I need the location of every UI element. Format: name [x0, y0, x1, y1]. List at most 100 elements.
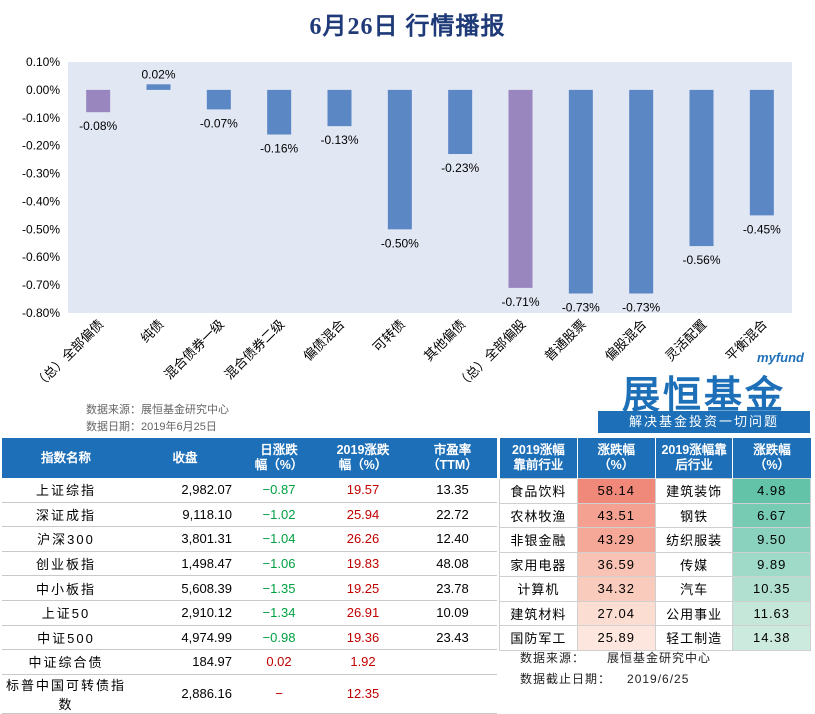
industry-bottom-cell: 轻工制造 — [654, 625, 734, 651]
index-name-cell: 深证成指 — [2, 502, 130, 528]
index-table-row: 上证综指 2,982.07 −0.87 19.57 13.35 — [2, 478, 497, 503]
industry-bottom-val-cell: 4.98 — [732, 478, 811, 504]
index-ytd-cell: 25.94 — [318, 502, 408, 528]
industry-table-header: 涨跌幅 （%） — [576, 438, 656, 479]
x-tick-label: 混合债券二级 — [222, 317, 288, 383]
index-table-row: 上证50 2,910.12 −1.34 26.91 10.09 — [2, 600, 497, 626]
index-pe-cell: 23.78 — [408, 575, 497, 601]
data-label: -0.45% — [743, 222, 781, 236]
industry-table-row: 国防军工 25.89 轻工制造 14.38 — [499, 625, 811, 651]
industry-top-val-cell: 43.51 — [576, 502, 656, 528]
data-label: -0.50% — [381, 236, 419, 250]
chart-date: 数据日期：2019年6月25日 — [86, 421, 217, 433]
index-pe-cell: 23.43 — [408, 625, 497, 651]
index-close-cell: 5,608.39 — [130, 575, 240, 601]
index-ytd-cell: 19.25 — [318, 575, 408, 601]
index-name-cell: 创业板指 — [2, 551, 130, 577]
index-pe-cell — [408, 674, 497, 714]
y-tick-label: -0.60% — [22, 250, 60, 264]
industry-bottom-val-cell: 11.63 — [732, 600, 811, 626]
index-pe-cell: 13.35 — [408, 478, 497, 503]
industry-table-row: 农林牧渔 43.51 钢铁 6.67 — [499, 502, 811, 528]
data-label: -0.16% — [260, 142, 298, 156]
index-table-header: 收盘 — [130, 438, 240, 478]
index-ytd-cell: 26.26 — [318, 526, 408, 552]
index-day-cell: −1.34 — [240, 600, 318, 626]
logo-slogan: 解决基金投资一切问题 — [598, 411, 810, 433]
index-name-cell: 标普中国可转债指数 — [2, 674, 130, 714]
index-table-header: 日涨跌 幅（%） — [240, 438, 318, 478]
industry-top-cell: 农林牧渔 — [499, 502, 578, 528]
index-pe-cell: 12.40 — [408, 526, 497, 552]
data-label: -0.13% — [320, 133, 358, 147]
index-name-cell: 上证综指 — [2, 478, 130, 503]
bar — [568, 89, 593, 294]
plot-area — [68, 62, 792, 313]
bar — [387, 89, 412, 230]
x-tick-label: 偏债混合 — [300, 317, 347, 364]
index-close-cell: 3,801.31 — [130, 526, 240, 552]
y-tick-label: -0.10% — [22, 111, 60, 125]
index-close-cell: 2,982.07 — [130, 478, 240, 503]
industry-top-val-cell: 43.29 — [576, 527, 656, 553]
industry-top-val-cell: 27.04 — [576, 600, 656, 626]
table-date-value: 2019/6/25 — [627, 672, 690, 686]
index-table-header: 指数名称 — [2, 438, 130, 478]
index-table-row: 中小板指 5,608.39 −1.35 19.25 23.78 — [2, 575, 497, 601]
index-day-cell: −1.06 — [240, 551, 318, 577]
index-pe-cell — [408, 649, 497, 675]
index-table-row: 中证500 4,974.99 −0.98 19.36 23.43 — [2, 625, 497, 651]
industry-top-val-cell: 36.59 — [576, 551, 656, 577]
industry-top-cell: 非银金融 — [499, 527, 578, 553]
index-pe-cell: 22.72 — [408, 502, 497, 528]
index-ytd-cell: 19.36 — [318, 625, 408, 651]
index-table-row: 创业板指 1,498.47 −1.06 19.83 48.08 — [2, 551, 497, 577]
data-label: -0.73% — [562, 300, 600, 314]
industry-table-header: 2019涨幅靠 后行业 — [654, 438, 733, 479]
bar — [629, 89, 654, 294]
industry-table-row: 建筑材料 27.04 公用事业 11.63 — [499, 600, 811, 626]
index-close-cell: 1,498.47 — [130, 551, 240, 577]
industry-top-cell: 食品饮料 — [499, 478, 578, 504]
industry-top-val-cell: 58.14 — [576, 478, 656, 504]
y-tick-label: -0.50% — [22, 222, 60, 236]
index-day-cell: −1.04 — [240, 526, 318, 552]
industry-top-cell: 家用电器 — [499, 551, 578, 577]
index-name-cell: 上证50 — [2, 600, 130, 626]
data-label: -0.73% — [622, 300, 660, 314]
brand-logo: myfund 展恒基金 解决基金投资一切问题 — [598, 350, 810, 434]
industry-bottom-cell: 公用事业 — [654, 600, 734, 626]
index-day-cell: −0.87 — [240, 478, 318, 503]
x-tick-label: 普通股票 — [542, 317, 589, 364]
table-source-value: 展恒基金研究中心 — [607, 651, 712, 665]
bar-chart: 0.10% 0.00% -0.10% -0.20% -0.30% -0.40% -0.50%… — [22, 55, 792, 391]
industry-bottom-cell: 传媒 — [654, 551, 734, 577]
y-tick-label: -0.40% — [22, 194, 60, 208]
index-name-cell: 中小板指 — [2, 575, 130, 601]
industry-table-header: 涨跌幅 （%） — [732, 438, 811, 479]
industry-bottom-cell: 建筑装饰 — [654, 478, 734, 504]
bar — [267, 89, 292, 135]
industry-top-val-cell: 25.89 — [576, 625, 656, 651]
bar — [206, 89, 231, 110]
index-close-cell: 2,886.16 — [130, 674, 240, 714]
industry-table-header: 2019涨幅 靠前行业 — [499, 438, 578, 479]
bar — [508, 89, 533, 288]
index-ytd-cell: 19.57 — [318, 478, 408, 503]
index-day-cell: −1.02 — [240, 502, 318, 528]
bar — [146, 84, 171, 90]
index-close-cell: 9,118.10 — [130, 502, 240, 528]
index-table-header: 市盈率 （TTM） — [408, 438, 497, 478]
index-day-cell: 0.02 — [240, 649, 318, 675]
page: 6月26日 行情播报 0.10% 0.00% -0.10% -0.20% -0.30% -… — [2, 14, 811, 714]
table-date-note: 数据截止日期： 2019/6/25 — [520, 670, 689, 687]
industry-bottom-cell: 纺织服装 — [654, 527, 734, 553]
index-close-cell: 4,974.99 — [130, 625, 240, 651]
x-tick-label: 纯债 — [138, 317, 167, 346]
index-pe-cell: 10.09 — [408, 600, 497, 626]
chart-source: 数据来源：展恒基金研究中心 — [86, 404, 229, 416]
industry-bottom-val-cell: 9.50 — [732, 527, 811, 553]
index-close-cell: 184.97 — [130, 649, 240, 675]
data-label: 0.02% — [141, 67, 175, 81]
index-name-cell: 中证500 — [2, 625, 130, 651]
